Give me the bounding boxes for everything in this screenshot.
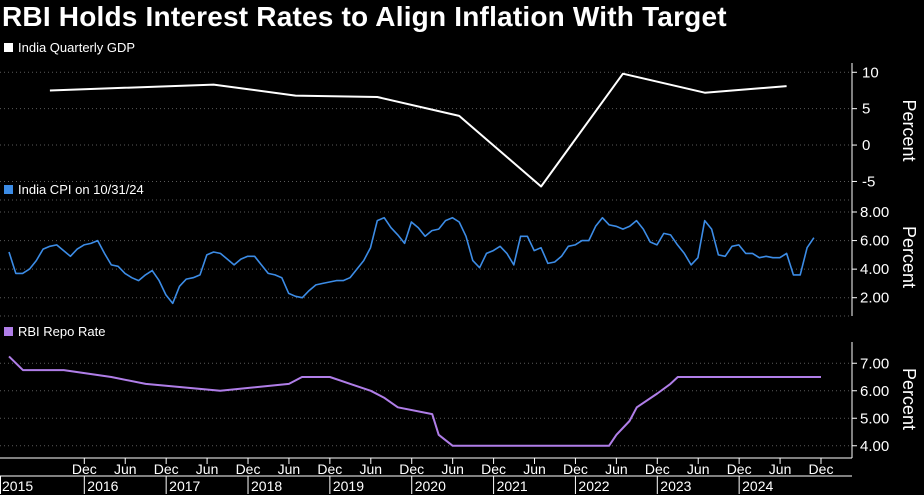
chart-title: RBI Holds Interest Rates to Align Inflat… [2,1,727,32]
x-axis: Dec Jun Dec Jun Dec Jun Dec Jun Dec Jun Dec Jun Dec J… [0,457,852,494]
legend-swatch-gdp [4,43,13,52]
x-tick-label-month: Dec [236,461,261,477]
series-line-gdp [49,72,787,188]
x-tick-label-month: Jun [605,461,628,477]
y-tick-label-gdp: 0 [862,137,870,154]
y-tick-label-gdp: -5 [862,173,875,190]
x-tick-label-month: Jun [114,461,137,477]
x-tick-label-month: Dec [399,461,424,477]
x-tick-label-month: Dec [481,461,506,477]
y-tick-label-cpi: 4.00 [860,261,889,278]
series-line-cpi [8,216,815,305]
y-axis-title-cpi: Percent [899,226,919,288]
y-tick-label-repo: 6.00 [860,383,889,400]
panel-cpi: India CPI on 10/31/24 8.00 6.00 4.00 2.00 Per… [0,182,919,317]
y-tick-label-gdp: 10 [862,64,879,81]
x-tick-label-month: Dec [645,461,670,477]
x-tick-label-year: 2019 [333,478,364,494]
x-tick-label-year: 2017 [169,478,200,494]
x-tick-label-month: Dec [563,461,588,477]
x-tick-label-year: 2018 [251,478,282,494]
x-tick-label-year: 2016 [87,478,118,494]
y-tick-label-cpi: 6.00 [860,233,889,250]
y-tick-label-cpi: 2.00 [860,290,889,307]
x-tick-label-month: Jun [523,461,546,477]
panel-gdp: India Quarterly GDP 10 5 0 -5 Percent [0,40,919,201]
x-tick-label-month: Dec [72,461,97,477]
x-tick-label-year: 2023 [660,478,691,494]
y-tick-label-gdp: 5 [862,101,870,118]
x-tick-label-year: 2022 [578,478,609,494]
y-tick-label-cpi: 8.00 [860,204,889,221]
y-axis-title-gdp: Percent [899,99,919,161]
x-tick-label-month: Jun [278,461,301,477]
y-tick-label-repo: 7.00 [860,355,889,372]
panel-repo: RBI Repo Rate 7.00 6.00 5.00 4.00 Percent [0,324,919,459]
x-tick-label-year: 2020 [415,478,446,494]
x-tick-label-month: Dec [727,461,752,477]
x-tick-label-year: 2021 [497,478,528,494]
x-tick-label-year: 2015 [2,478,33,494]
x-tick-label-month: Dec [317,461,342,477]
legend-label-gdp: India Quarterly GDP [18,40,135,55]
y-tick-label-repo: 5.00 [860,410,889,427]
x-tick-label-month: Dec [154,461,179,477]
legend-label-cpi: India CPI on 10/31/24 [18,182,144,197]
series-line-repo [8,355,821,447]
x-tick-label-month: Jun [196,461,219,477]
x-tick-label-month: Jun [769,461,792,477]
y-axis-title-repo: Percent [899,368,919,430]
y-tick-label-repo: 4.00 [860,438,889,455]
legend-label-repo: RBI Repo Rate [18,324,105,339]
legend-swatch-repo [4,327,13,336]
x-tick-label-month: Jun [687,461,710,477]
x-tick-label-year: 2024 [742,478,773,494]
x-tick-label-month: Jun [360,461,383,477]
x-tick-label-month: Dec [809,461,834,477]
x-tick-label-month: Jun [441,461,464,477]
legend-swatch-cpi [4,185,13,194]
